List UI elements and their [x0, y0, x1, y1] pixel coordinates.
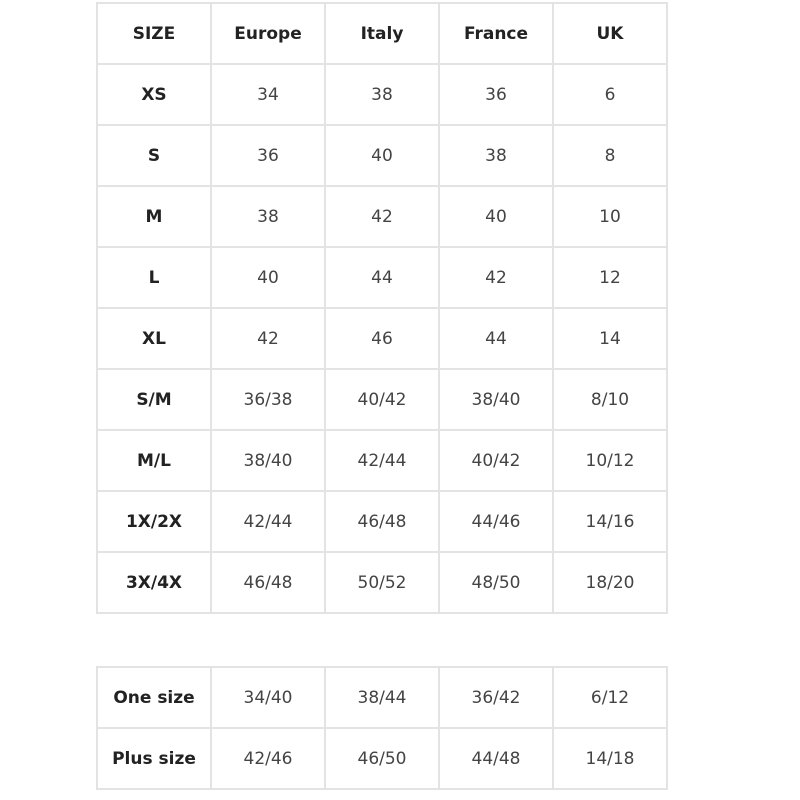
- table-cell: 36/38: [210, 368, 326, 431]
- table-cell: 34/40: [210, 666, 326, 729]
- table-cell: 18/20: [552, 551, 668, 614]
- table-cell: 12: [552, 246, 668, 309]
- table-cell: 8/10: [552, 368, 668, 431]
- table-row: One size 34/40 38/44 36/42 6/12: [96, 666, 668, 729]
- table-cell: 38: [210, 185, 326, 248]
- table-cell: 42: [324, 185, 440, 248]
- table-cell: 42: [210, 307, 326, 370]
- table-cell: 42/44: [210, 490, 326, 553]
- size-label-cell: M: [96, 185, 212, 248]
- table-cell: 44: [324, 246, 440, 309]
- size-label-cell: 1X/2X: [96, 490, 212, 553]
- table-cell: 42/44: [324, 429, 440, 492]
- table-row: 1X/2X 42/44 46/48 44/46 14/16: [96, 490, 668, 553]
- column-header: Europe: [210, 2, 326, 65]
- table-row: M 38 42 40 10: [96, 185, 668, 248]
- table-cell: 34: [210, 63, 326, 126]
- table-cell: 48/50: [438, 551, 554, 614]
- size-label-cell: One size: [96, 666, 212, 729]
- table-cell: 42/46: [210, 727, 326, 790]
- table-cell: 40: [324, 124, 440, 187]
- table-cell: 14/18: [552, 727, 668, 790]
- table-cell: 44: [438, 307, 554, 370]
- table-cell: 8: [552, 124, 668, 187]
- column-header: SIZE: [96, 2, 212, 65]
- table-cell: 42: [438, 246, 554, 309]
- table-cell: 46/48: [210, 551, 326, 614]
- header-row: SIZE Europe Italy France UK: [96, 2, 668, 65]
- table-cell: 40: [210, 246, 326, 309]
- table-cell: 14: [552, 307, 668, 370]
- table-cell: 44/46: [438, 490, 554, 553]
- table-cell: 38/44: [324, 666, 440, 729]
- table-cell: 10: [552, 185, 668, 248]
- table-cell: 46: [324, 307, 440, 370]
- table-cell: 40: [438, 185, 554, 248]
- table-cell: 36: [438, 63, 554, 126]
- size-label-cell: 3X/4X: [96, 551, 212, 614]
- table-cell: 50/52: [324, 551, 440, 614]
- table-cell: 40/42: [324, 368, 440, 431]
- table-cell: 36/42: [438, 666, 554, 729]
- table-cell: 36: [210, 124, 326, 187]
- table-row: XS 34 38 36 6: [96, 63, 668, 126]
- size-label-cell: Plus size: [96, 727, 212, 790]
- table-row: L 40 44 42 12: [96, 246, 668, 309]
- table-row: 3X/4X 46/48 50/52 48/50 18/20: [96, 551, 668, 614]
- table-row: M/L 38/40 42/44 40/42 10/12: [96, 429, 668, 492]
- table-cell: 40/42: [438, 429, 554, 492]
- table-cell: 38: [438, 124, 554, 187]
- table-cell: 38/40: [438, 368, 554, 431]
- table-cell: 10/12: [552, 429, 668, 492]
- table-cell: 46/48: [324, 490, 440, 553]
- size-label-cell: S: [96, 124, 212, 187]
- size-label-cell: L: [96, 246, 212, 309]
- table-cell: 38: [324, 63, 440, 126]
- column-header: Italy: [324, 2, 440, 65]
- table-row: XL 42 46 44 14: [96, 307, 668, 370]
- table-row: Plus size 42/46 46/50 44/48 14/18: [96, 727, 668, 790]
- table-cell: 6: [552, 63, 668, 126]
- table-cell: 6/12: [552, 666, 668, 729]
- column-header: France: [438, 2, 554, 65]
- table-cell: 44/48: [438, 727, 554, 790]
- special-size-table: One size 34/40 38/44 36/42 6/12 Plus size 42/4…: [96, 666, 668, 790]
- table-cell: 46/50: [324, 727, 440, 790]
- size-label-cell: XL: [96, 307, 212, 370]
- size-conversion-table: SIZE Europe Italy France UK XS 34 38 36 6 S 36 40 38 8…: [96, 2, 668, 614]
- table-cell: 14/16: [552, 490, 668, 553]
- size-label-cell: XS: [96, 63, 212, 126]
- table-cell: 38/40: [210, 429, 326, 492]
- table-row: S/M 36/38 40/42 38/40 8/10: [96, 368, 668, 431]
- column-header: UK: [552, 2, 668, 65]
- table-row: S 36 40 38 8: [96, 124, 668, 187]
- size-label-cell: S/M: [96, 368, 212, 431]
- size-label-cell: M/L: [96, 429, 212, 492]
